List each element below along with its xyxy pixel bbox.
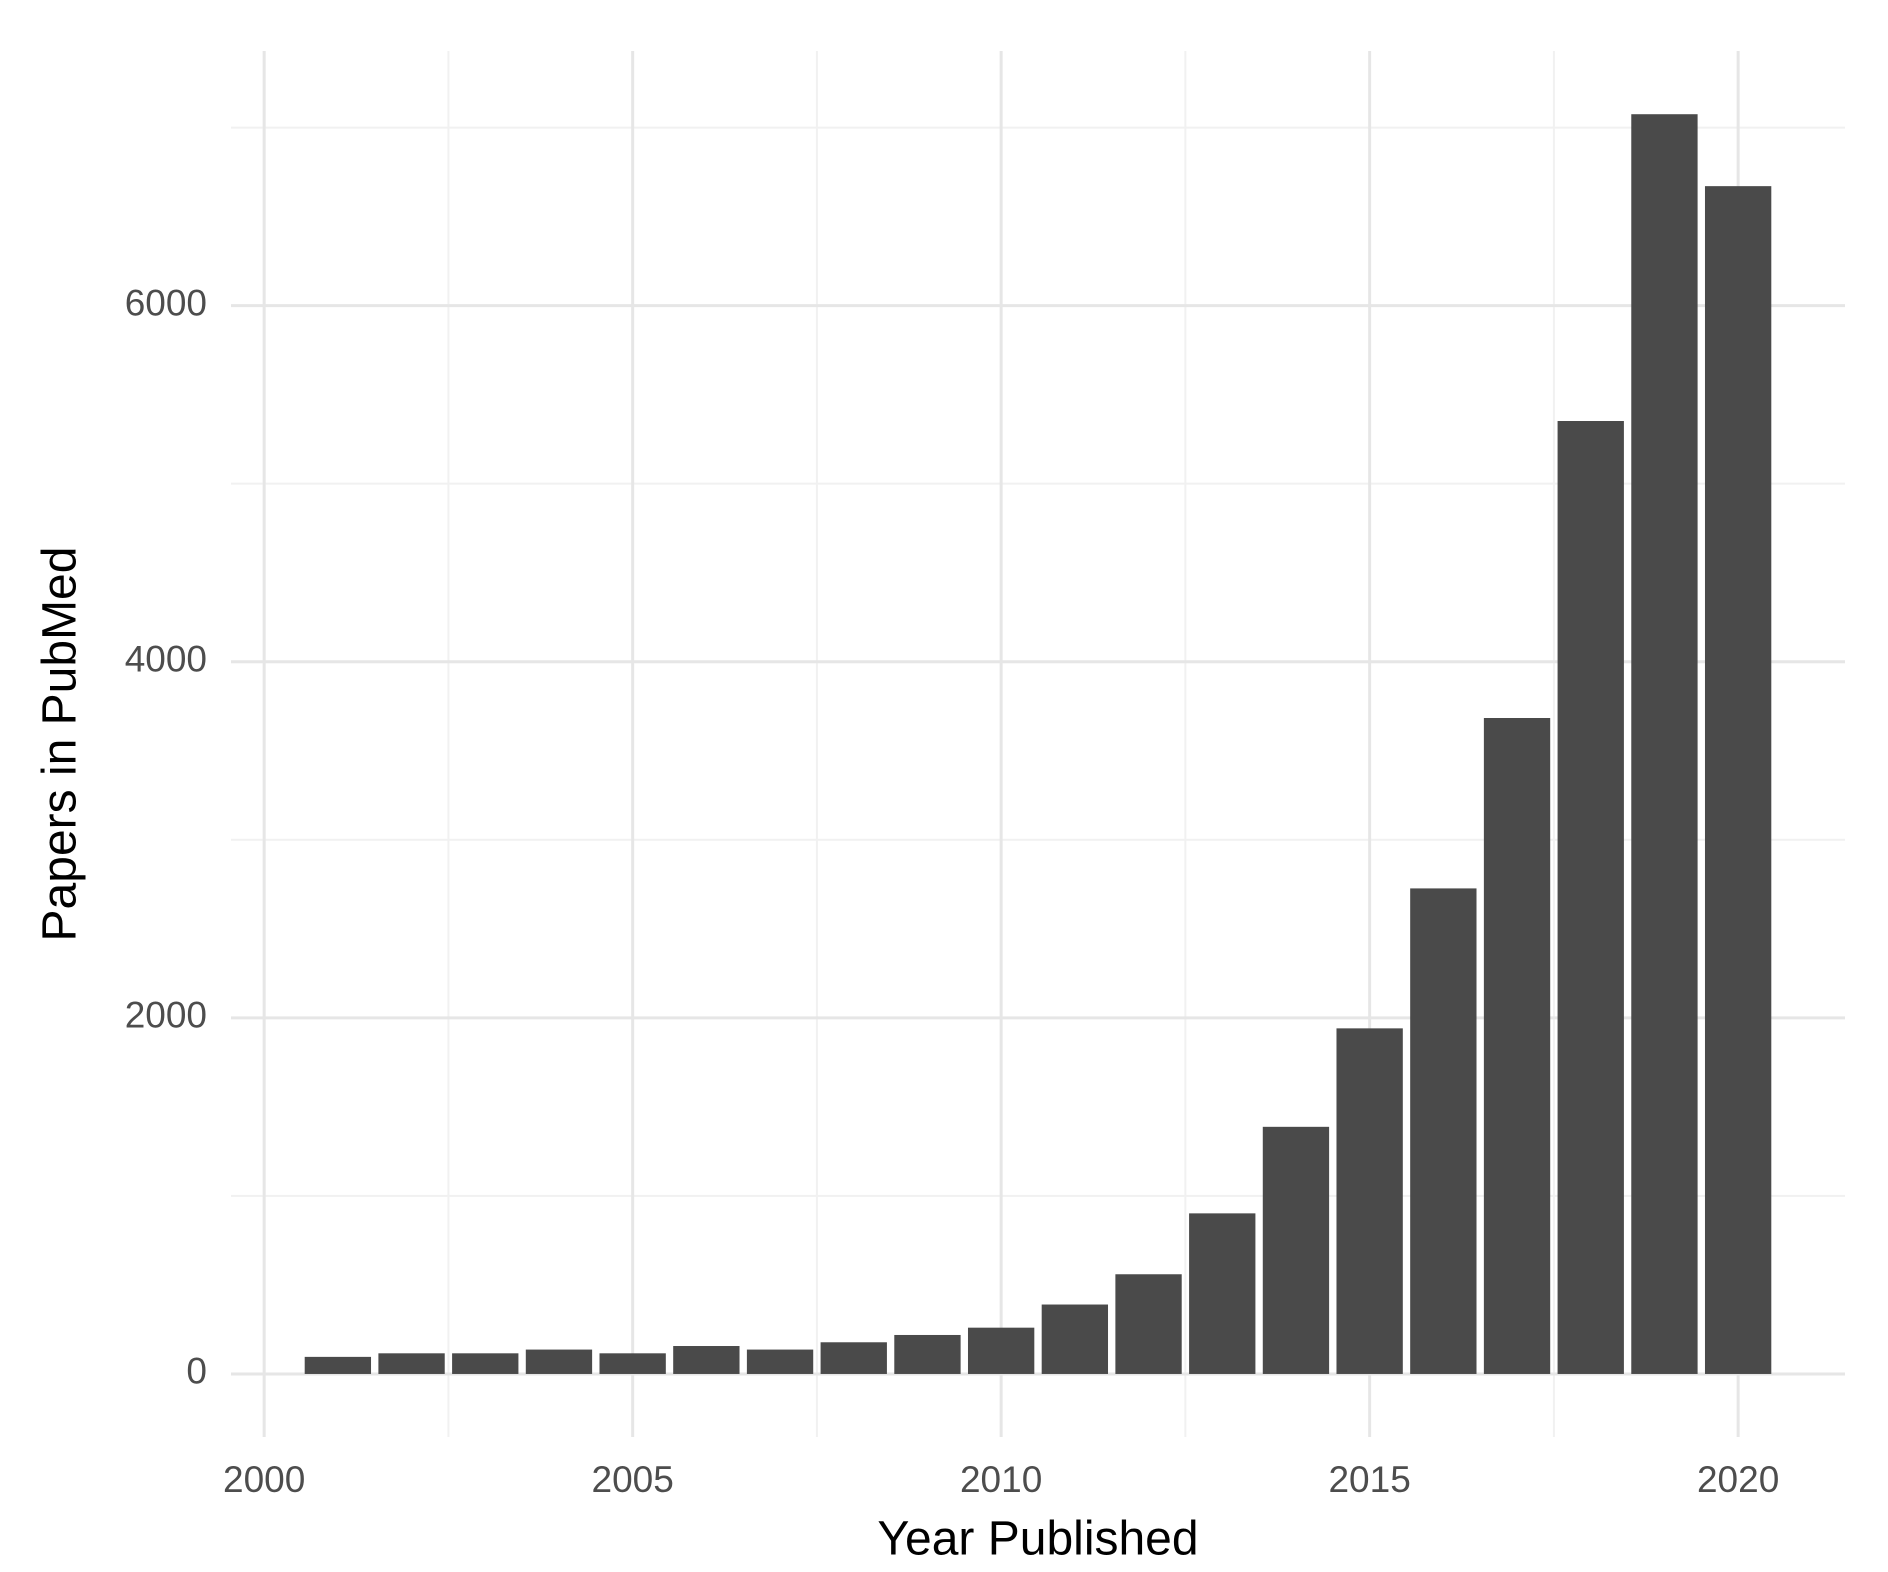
bar <box>1631 114 1698 1374</box>
bar <box>1483 718 1551 1374</box>
x-tick-label: 2015 <box>1328 1459 1410 1500</box>
bar <box>894 1334 961 1374</box>
bar <box>673 1346 740 1374</box>
y-axis-title: Papers in PubMed <box>34 547 87 942</box>
bar <box>1115 1274 1182 1374</box>
bar <box>1557 421 1624 1374</box>
bar <box>1262 1126 1330 1374</box>
y-tick-label: 4000 <box>125 639 207 680</box>
bar <box>1410 888 1477 1374</box>
bar <box>1336 1028 1403 1374</box>
bar <box>304 1356 372 1374</box>
bar <box>1041 1304 1109 1374</box>
y-tick-label: 0 <box>186 1351 207 1392</box>
bar <box>1704 186 1772 1374</box>
bar <box>452 1353 519 1374</box>
x-tick-label: 2005 <box>592 1459 674 1500</box>
x-axis-title: Year Published <box>877 1513 1198 1566</box>
bar <box>820 1342 887 1374</box>
x-tick-label: 2020 <box>1697 1459 1779 1500</box>
bar <box>967 1327 1035 1374</box>
y-tick-label: 2000 <box>125 995 207 1036</box>
bar <box>378 1353 445 1374</box>
y-tick-label: 6000 <box>125 282 207 323</box>
x-tick-label: 2000 <box>223 1459 305 1500</box>
bar <box>746 1349 814 1374</box>
bar <box>525 1349 593 1374</box>
x-tick-label: 2010 <box>960 1459 1042 1500</box>
bar <box>599 1353 666 1374</box>
bar <box>1189 1213 1256 1374</box>
